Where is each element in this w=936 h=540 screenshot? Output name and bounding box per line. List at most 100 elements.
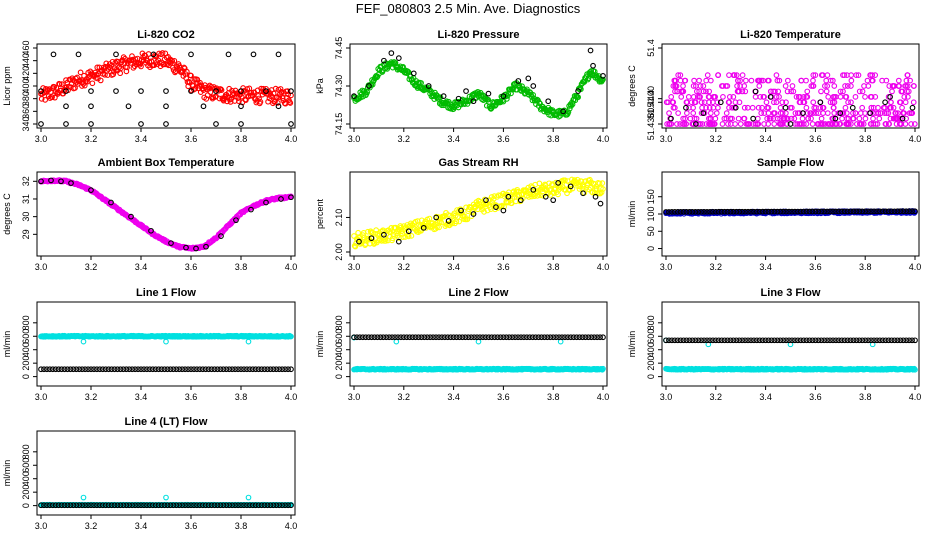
y-tick-label: 400 [334,342,344,357]
data-point-reference [199,502,206,509]
data-point-co2 [192,85,199,92]
data-point-reference [82,366,88,373]
data-point-temperature [731,72,737,78]
data-point-reference [152,366,159,373]
data-point-temperature [820,110,826,116]
data-point-reference [144,502,150,509]
data-point-temperature [876,115,883,122]
data-point-reference [244,366,250,373]
data-point-reference [99,366,106,373]
data-point-reference [270,502,277,509]
data-point-reference [170,502,177,509]
data-point-reference [108,366,115,373]
data-point-reference [792,208,798,215]
data-point-temperature [779,110,786,116]
data-point-temperature [817,121,824,127]
data-point-reference [730,208,737,215]
data-point-reference [170,366,177,373]
data-point-temperature [690,83,697,89]
data-point-reference [868,337,874,344]
data-point-reference [161,502,168,509]
panel-6: Line 1 Flow ml/min 3.0 3.2 3.4 3.6 3.8 4.0 0 2004… [2,287,297,402]
data-point-reference [867,110,874,116]
x-tick-label: 3.4 [135,262,148,272]
panel-7: Line 2 Flow ml/min 3.0 3.2 3.4 3.6 3.8 4.0 0 2004… [315,287,609,402]
data-point-temperature [715,72,721,78]
data-point-reference [671,337,678,344]
plot-frame [661,43,920,129]
data-point-reference [279,502,286,509]
y-axis-label: kPa [315,78,325,94]
data-point-temperature [690,94,697,100]
data-point-temperature [704,72,711,78]
data-point-reference [582,334,589,341]
data-point-temperature [856,115,863,122]
y-tick-label: 400 [21,342,31,357]
data-point-reference [458,207,464,214]
data-point-temperature [674,121,680,127]
data-point-reference [765,208,772,215]
data-point-reference [797,208,804,215]
data-point-reference [512,334,518,341]
x-tick-label: 3.6 [809,134,822,144]
data-point-rh [395,228,402,235]
data-point-reference [491,334,498,341]
data-point-reference [567,334,574,341]
data-point-temperature [904,88,910,95]
data-point-temperature [741,104,748,111]
markers [663,337,918,373]
data-point-temperature [779,99,786,106]
data-point-temperature [741,83,748,89]
data-point-reference [238,103,244,110]
data-point-reference [138,502,144,509]
data-point-temperature [845,121,852,127]
data-point-temperature [856,88,863,95]
data-point-temperature [766,115,773,122]
data-point-reference [689,337,696,344]
data-point-reference [767,94,774,100]
data-point-reference [797,337,804,344]
data-point-reference [41,502,47,509]
data-point-temperature [870,115,876,122]
data-point-rh [456,218,462,225]
data-point-reference [856,337,863,344]
data-point-co2 [56,81,63,88]
data-point-reference [480,334,486,341]
data-point-reference [410,70,417,77]
data-point-co2 [81,72,87,79]
data-point-temperature [691,115,698,122]
data-point-co2 [204,92,211,98]
data-point-reference [88,103,94,110]
data-point-temperature [797,121,804,127]
data-point-temperature [749,104,756,111]
data-point-reference [879,337,886,344]
data-point-reference [695,208,702,215]
data-point-reference [456,334,463,341]
x-tick-label: 3.4 [447,262,460,272]
data-point-reference [38,366,44,373]
data-point-temperature [823,88,830,95]
data-point-reference [267,502,274,509]
data-point-co2 [169,58,176,64]
data-point-line-flow [288,333,294,340]
data-point-reference [418,334,425,341]
data-point-reference [666,337,672,344]
data-point-reference [715,337,722,344]
data-point-reference [585,334,592,341]
x-tick-label: 3.4 [759,134,772,144]
y-tick-label: 600 [334,329,344,344]
data-point-temperature [733,72,740,78]
data-point-co2 [274,100,281,106]
data-point-temperature [752,94,759,100]
data-point-co2 [72,85,78,91]
data-point-temperature [730,94,737,100]
data-point-rh [539,192,546,199]
data-point-temperature [858,121,864,127]
data-point-reference [409,334,416,341]
data-point-reference [462,334,469,341]
data-point-reference [217,502,224,509]
data-point-pressure [468,97,474,104]
data-point-reference [882,99,888,106]
data-point-reference [787,121,794,127]
data-point-temperature [791,115,798,122]
